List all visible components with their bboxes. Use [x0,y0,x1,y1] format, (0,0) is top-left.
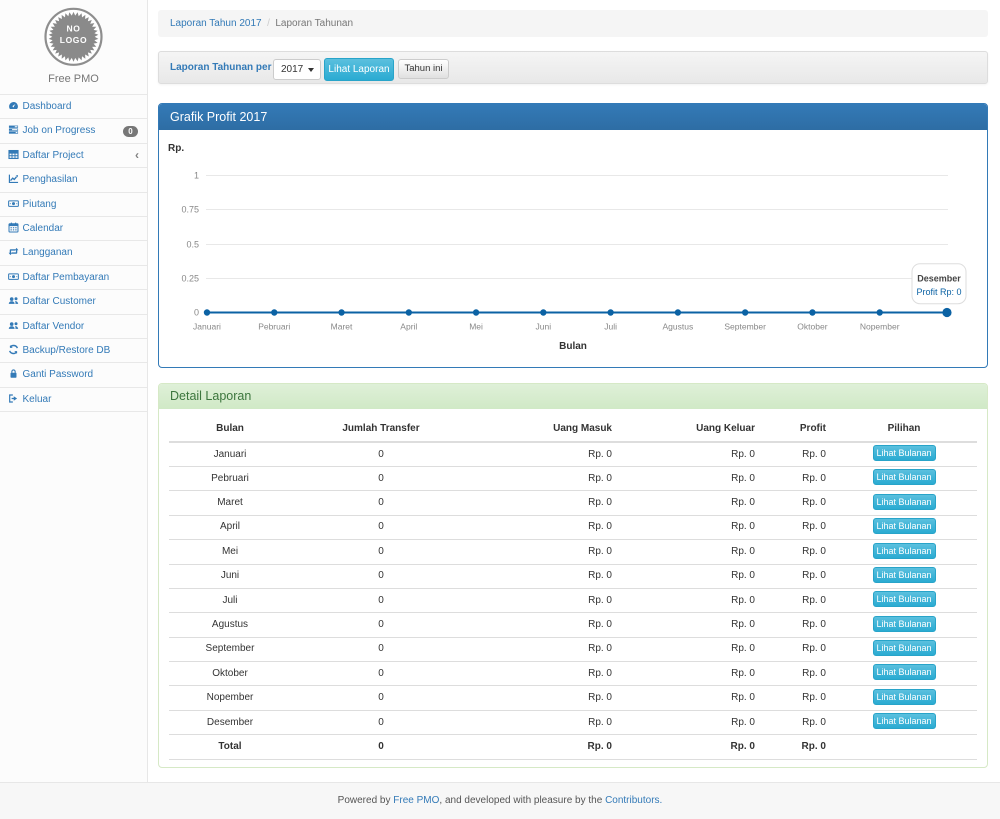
svg-text:NO: NO [67,24,81,34]
svg-text:0: 0 [194,308,199,318]
svg-text:1: 1 [194,171,199,181]
svg-text:Oktober: Oktober [797,322,827,332]
svg-text:0.75: 0.75 [181,205,199,215]
svg-text:April: April [400,322,417,332]
svg-text:September: September [724,322,766,332]
svg-text:Januari: Januari [193,322,221,332]
svg-text:0.25: 0.25 [181,274,199,284]
svg-text:Maret: Maret [331,322,353,332]
svg-text:LOGO: LOGO [60,35,87,45]
svg-text:Nopember: Nopember [860,322,900,332]
svg-text:Profit Rp: 0: Profit Rp: 0 [916,287,961,297]
svg-text:Agustus: Agustus [663,322,694,332]
svg-text:Mei: Mei [469,322,483,332]
svg-text:0.5: 0.5 [186,240,199,250]
svg-text:Juli: Juli [604,322,617,332]
svg-text:Juni: Juni [536,322,552,332]
svg-text:Desember: Desember [917,274,961,284]
svg-text:Pebruari: Pebruari [258,322,290,332]
